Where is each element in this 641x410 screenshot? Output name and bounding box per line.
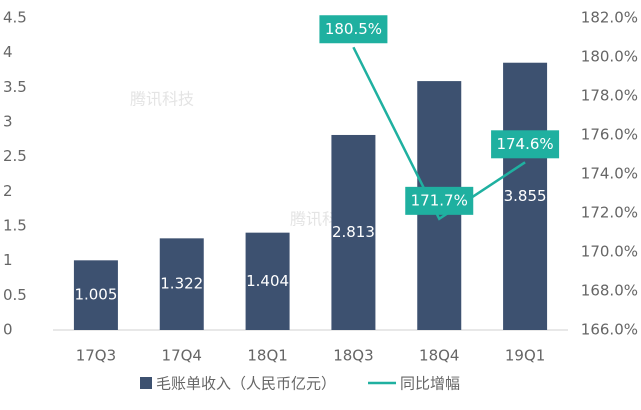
y2-tick-label: 182.0% xyxy=(581,9,638,27)
y2-tick-label: 176.0% xyxy=(581,126,638,144)
line-label-box xyxy=(491,130,560,159)
legend-label: 同比增幅 xyxy=(400,375,460,393)
x-tick-label: 18Q4 xyxy=(419,347,459,365)
legend-label: 毛账单收入（人民币亿元） xyxy=(156,375,336,393)
x-tick-label: 19Q1 xyxy=(505,347,545,365)
y2-tick-label: 174.0% xyxy=(581,165,638,183)
watermark: 腾讯科技 xyxy=(130,90,194,109)
y-tick-label: 1.5 xyxy=(3,217,27,235)
y-tick-label: 2.5 xyxy=(3,147,27,165)
bar xyxy=(159,238,204,330)
y-tick-label: 3 xyxy=(3,113,13,131)
y-tick-label: 3.5 xyxy=(3,78,27,96)
line-label-box xyxy=(405,186,474,215)
bar-label: 3.855 xyxy=(504,187,547,205)
y2-tick-label: 178.0% xyxy=(581,87,638,105)
bar-label: 1.404 xyxy=(246,272,289,290)
y-tick-label: 0.5 xyxy=(3,286,27,304)
y-tick-label: 0 xyxy=(3,321,13,339)
line-label: 171.7% xyxy=(411,191,468,209)
bar xyxy=(245,232,290,330)
bar-label: 1.322 xyxy=(160,275,203,293)
legend-swatch xyxy=(140,377,152,389)
x-tick-label: 17Q4 xyxy=(162,347,202,365)
x-tick-label: 18Q1 xyxy=(247,347,287,365)
x-tick-label: 17Q3 xyxy=(76,347,116,365)
line xyxy=(352,46,526,221)
bar xyxy=(73,260,118,330)
y2-tick-label: 166.0% xyxy=(581,321,638,339)
line-label-box xyxy=(319,15,388,44)
y2-tick-label: 170.0% xyxy=(581,243,638,261)
y2-tick-label: 180.0% xyxy=(581,48,638,66)
y2-tick-label: 172.0% xyxy=(581,204,638,222)
x-tick-label: 18Q3 xyxy=(333,347,373,365)
y-tick-label: 1 xyxy=(3,251,13,269)
y-tick-label: 2 xyxy=(3,182,13,200)
y2-tick-label: 168.0% xyxy=(581,282,638,300)
y-tick-label: 4 xyxy=(3,43,13,61)
bar-label: 1.005 xyxy=(74,286,117,304)
bar xyxy=(503,62,548,330)
line-label: 174.6% xyxy=(496,135,553,153)
y-tick-label: 4.5 xyxy=(3,9,27,27)
bar-label: 2.813 xyxy=(332,223,375,241)
line-label: 180.5% xyxy=(325,20,382,38)
bar xyxy=(331,134,376,330)
